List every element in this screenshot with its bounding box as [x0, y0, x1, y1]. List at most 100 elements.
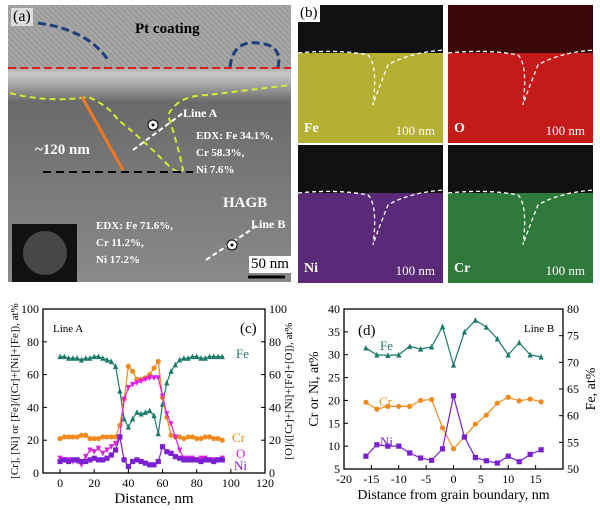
data-point — [505, 351, 511, 358]
x-tick-label: 0 — [57, 476, 63, 490]
data-point — [155, 430, 161, 437]
data-point — [100, 434, 106, 440]
x-tick-label: -15 — [363, 472, 379, 486]
data-point — [439, 425, 446, 431]
y-axis-label: Cr or Ni, at% — [307, 351, 322, 427]
series-line-o — [59, 377, 223, 466]
data-point — [108, 358, 114, 365]
y-axis-label-right: Fe, at% — [584, 367, 599, 410]
scale-label: 100 nm — [545, 263, 585, 278]
x-tick-label: -20 — [336, 472, 352, 486]
data-point — [57, 353, 63, 360]
data-point — [189, 434, 196, 440]
data-point — [130, 368, 136, 374]
data-point — [95, 445, 102, 452]
y-tick-label-right: 55 — [567, 435, 579, 449]
y-tick-label: 80 — [27, 335, 39, 349]
scale-label: 100 nm — [545, 123, 585, 138]
data-point — [472, 454, 478, 461]
data-point — [483, 412, 489, 418]
data-point — [450, 446, 457, 452]
data-point — [100, 450, 106, 457]
series-line-cr — [59, 359, 223, 441]
y-tick-label-right: 80 — [269, 335, 281, 349]
edx-b-fe: EDX: Fe 71.6%, — [96, 220, 173, 232]
y-tick-label-right: 75 — [567, 329, 579, 343]
data-point — [527, 451, 533, 457]
data-point — [215, 435, 221, 442]
data-point — [130, 458, 136, 465]
y-tick-label-right: 65 — [567, 382, 579, 396]
data-point — [194, 457, 200, 463]
data-point — [70, 434, 76, 440]
data-point — [494, 335, 500, 342]
data-point — [374, 406, 380, 412]
data-point — [151, 462, 157, 468]
x-tick-label: 40 — [122, 476, 134, 490]
data-point — [189, 457, 196, 463]
data-point — [429, 343, 435, 350]
data-point — [147, 407, 153, 414]
data-point — [189, 353, 196, 360]
data-point — [66, 355, 72, 361]
y-tick-label: 35 — [328, 325, 340, 339]
scale-bar-label: 50 nm — [249, 256, 291, 273]
data-point — [61, 434, 67, 440]
data-point — [74, 355, 80, 361]
data-point — [396, 403, 402, 409]
map-ni: Ni 100 nm — [298, 145, 443, 283]
data-point — [429, 396, 435, 403]
data-point — [527, 396, 533, 402]
chart-d-line-b: -20 -15 -10 -5 0 5 10 15 5 10 15 20 25 30 35 40 50 55 60 65… — [307, 302, 599, 503]
data-point — [177, 434, 183, 440]
edx-a: EDX: Fe 34.1%, Cr 58.3%, Ni 7.6% — [196, 128, 273, 179]
y-tick-label: 20 — [328, 393, 340, 407]
data-point — [104, 447, 110, 454]
data-point — [142, 460, 149, 466]
data-point — [70, 355, 76, 361]
legend-cr: Cr — [232, 430, 246, 445]
data-point — [95, 353, 102, 360]
data-point — [87, 355, 93, 361]
edx-a-fe: EDX: Fe 34.1%, — [196, 130, 273, 142]
data-point — [74, 457, 80, 463]
data-point — [450, 393, 457, 399]
data-point — [164, 449, 170, 455]
data-point — [83, 355, 89, 361]
y-tick-label: 20 — [27, 433, 39, 447]
data-point — [57, 455, 63, 462]
data-point — [66, 458, 72, 465]
y-tick-label: 100 — [21, 302, 39, 316]
tem-annotations — [8, 21, 291, 282]
y-tick-label-right: 20 — [269, 433, 281, 447]
legend-cr: Cr — [379, 394, 393, 409]
map-o: O 100 nm — [448, 5, 593, 143]
data-point — [194, 353, 200, 360]
line-annotation: Line A — [53, 323, 83, 335]
data-point — [198, 355, 204, 361]
y-tick-label-right: 50 — [567, 462, 579, 476]
data-point — [159, 444, 166, 450]
data-point — [516, 459, 522, 465]
data-point — [429, 457, 435, 463]
data-point — [202, 355, 208, 361]
data-point — [181, 457, 187, 463]
data-point — [100, 457, 106, 463]
data-point — [57, 435, 63, 442]
data-point — [185, 434, 191, 440]
data-point — [134, 409, 140, 415]
data-point — [155, 375, 161, 381]
data-point — [374, 442, 380, 448]
data-point — [461, 434, 468, 440]
data-point — [215, 353, 221, 360]
y-tick-label-right: 80 — [567, 302, 579, 316]
map-fe: (b) Fe 100 nm — [298, 5, 443, 143]
scale-label: 100 nm — [395, 123, 435, 138]
data-point — [483, 458, 489, 464]
data-point — [168, 368, 174, 374]
x-tick-label: 120 — [256, 476, 274, 490]
data-point — [164, 411, 170, 418]
x-tick-label: -5 — [421, 472, 431, 486]
data-point — [104, 356, 110, 363]
